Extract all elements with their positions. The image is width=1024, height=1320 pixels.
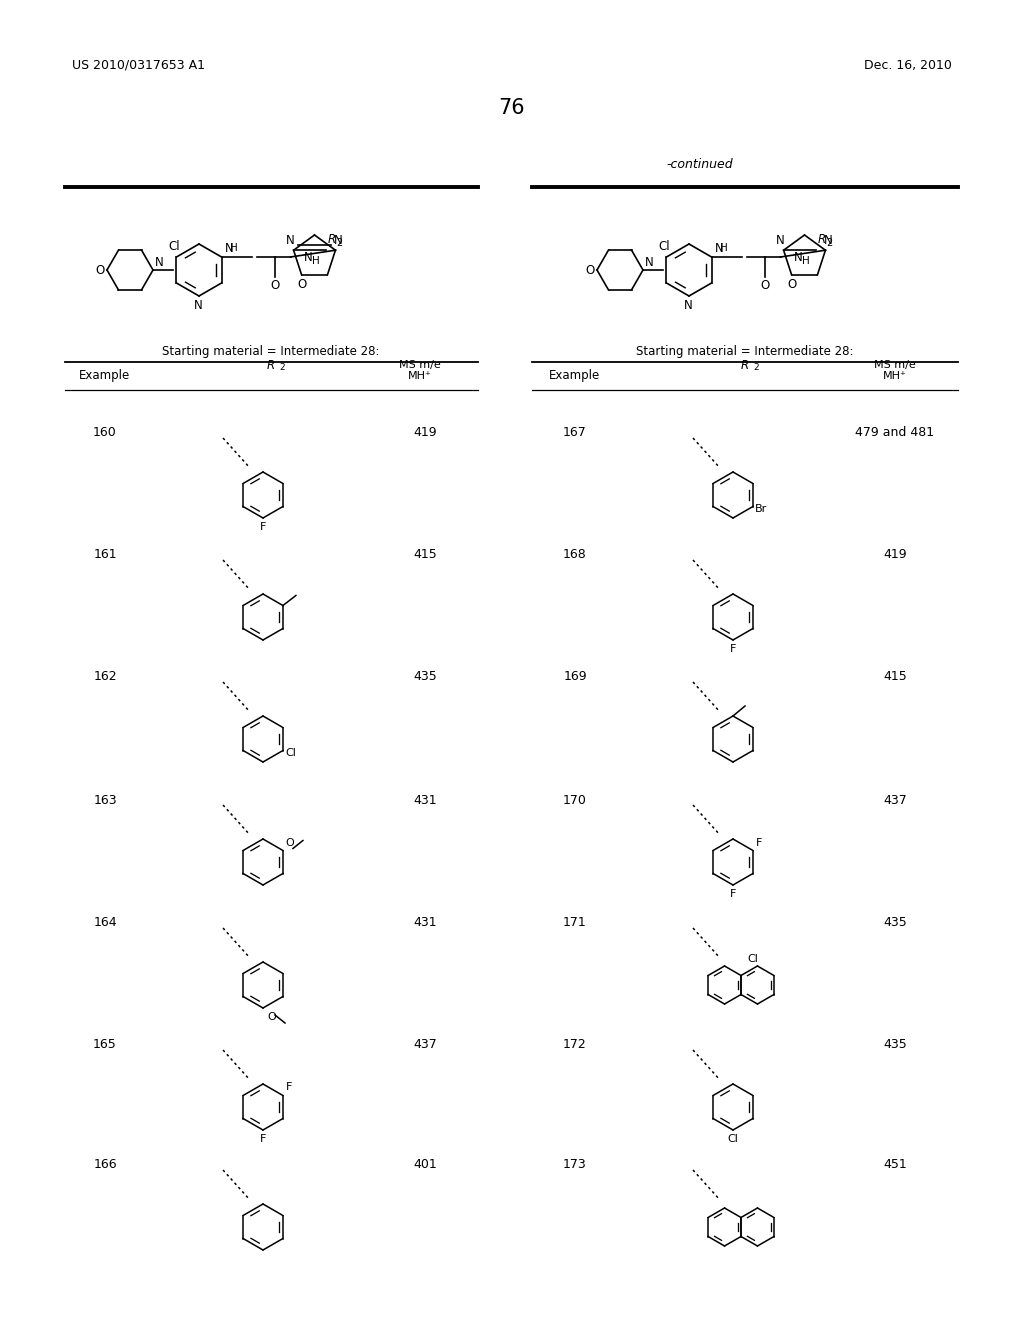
Text: Example: Example <box>549 370 601 383</box>
Text: 160: 160 <box>93 426 117 440</box>
Text: R: R <box>328 234 336 247</box>
Text: 171: 171 <box>563 916 587 929</box>
Text: MS m/e: MS m/e <box>874 360 915 370</box>
Text: -continued: -continued <box>667 158 733 172</box>
Text: 437: 437 <box>413 1039 437 1052</box>
Text: 415: 415 <box>413 549 437 561</box>
Text: O: O <box>586 264 595 276</box>
Text: F: F <box>730 644 736 653</box>
Text: 161: 161 <box>93 549 117 561</box>
Text: O: O <box>787 277 797 290</box>
Text: N: N <box>303 251 312 264</box>
Text: H: H <box>802 256 809 267</box>
Text: 2: 2 <box>279 363 285 372</box>
Text: O: O <box>270 279 280 292</box>
Text: 2: 2 <box>826 238 833 248</box>
Text: F: F <box>286 1082 292 1093</box>
Text: O: O <box>285 837 294 847</box>
Text: 173: 173 <box>563 1159 587 1172</box>
Text: 435: 435 <box>883 1039 907 1052</box>
Text: MH⁺: MH⁺ <box>883 371 907 381</box>
Text: MH⁺: MH⁺ <box>408 371 432 381</box>
Text: N: N <box>155 256 164 269</box>
Text: 451: 451 <box>883 1159 907 1172</box>
Text: N: N <box>684 300 692 312</box>
Text: R: R <box>741 359 750 372</box>
Text: N: N <box>824 234 833 247</box>
Text: 2: 2 <box>337 238 343 248</box>
Text: 162: 162 <box>93 671 117 684</box>
Text: 168: 168 <box>563 549 587 561</box>
Text: Br: Br <box>755 503 767 513</box>
Text: 169: 169 <box>563 671 587 684</box>
Text: 437: 437 <box>883 793 907 807</box>
Text: 172: 172 <box>563 1039 587 1052</box>
Text: H: H <box>229 243 238 253</box>
Text: H: H <box>720 243 727 253</box>
Text: Dec. 16, 2010: Dec. 16, 2010 <box>864 58 952 71</box>
Text: 431: 431 <box>414 793 437 807</box>
Text: 435: 435 <box>413 671 437 684</box>
Text: 415: 415 <box>883 671 907 684</box>
Text: 166: 166 <box>93 1159 117 1172</box>
Text: 419: 419 <box>883 549 907 561</box>
Text: Cl: Cl <box>169 240 180 253</box>
Text: Cl: Cl <box>748 953 759 964</box>
Text: 170: 170 <box>563 793 587 807</box>
Text: F: F <box>756 837 762 847</box>
Text: US 2010/0317653 A1: US 2010/0317653 A1 <box>72 58 205 71</box>
Text: N: N <box>794 251 803 264</box>
Text: N: N <box>224 242 233 255</box>
Text: 163: 163 <box>93 793 117 807</box>
Text: 165: 165 <box>93 1039 117 1052</box>
Text: O: O <box>96 264 105 276</box>
Text: H: H <box>311 256 319 267</box>
Text: N: N <box>645 256 653 269</box>
Text: N: N <box>287 234 295 247</box>
Text: O: O <box>297 277 306 290</box>
Text: 435: 435 <box>883 916 907 929</box>
Text: N: N <box>194 300 203 312</box>
Text: N: N <box>776 234 785 247</box>
Text: N: N <box>334 234 343 247</box>
Text: 164: 164 <box>93 916 117 929</box>
Text: Cl: Cl <box>728 1134 738 1144</box>
Text: N: N <box>715 242 723 255</box>
Text: 76: 76 <box>499 98 525 117</box>
Text: O: O <box>267 1012 275 1022</box>
Text: R: R <box>267 359 275 372</box>
Text: R: R <box>817 234 825 247</box>
Text: Example: Example <box>80 370 131 383</box>
Text: 167: 167 <box>563 426 587 440</box>
Text: F: F <box>260 521 266 532</box>
Text: Cl: Cl <box>658 240 671 253</box>
Text: 431: 431 <box>414 916 437 929</box>
Text: MS m/e: MS m/e <box>399 360 441 370</box>
Text: Cl: Cl <box>285 747 296 758</box>
Text: Starting material = Intermediate 28:: Starting material = Intermediate 28: <box>636 346 854 359</box>
Text: 2: 2 <box>753 363 759 372</box>
Text: 419: 419 <box>414 426 437 440</box>
Text: F: F <box>730 888 736 899</box>
Text: O: O <box>760 279 769 292</box>
Text: 479 and 481: 479 and 481 <box>855 426 935 440</box>
Text: F: F <box>260 1134 266 1144</box>
Text: Starting material = Intermediate 28:: Starting material = Intermediate 28: <box>162 346 380 359</box>
Text: 401: 401 <box>413 1159 437 1172</box>
